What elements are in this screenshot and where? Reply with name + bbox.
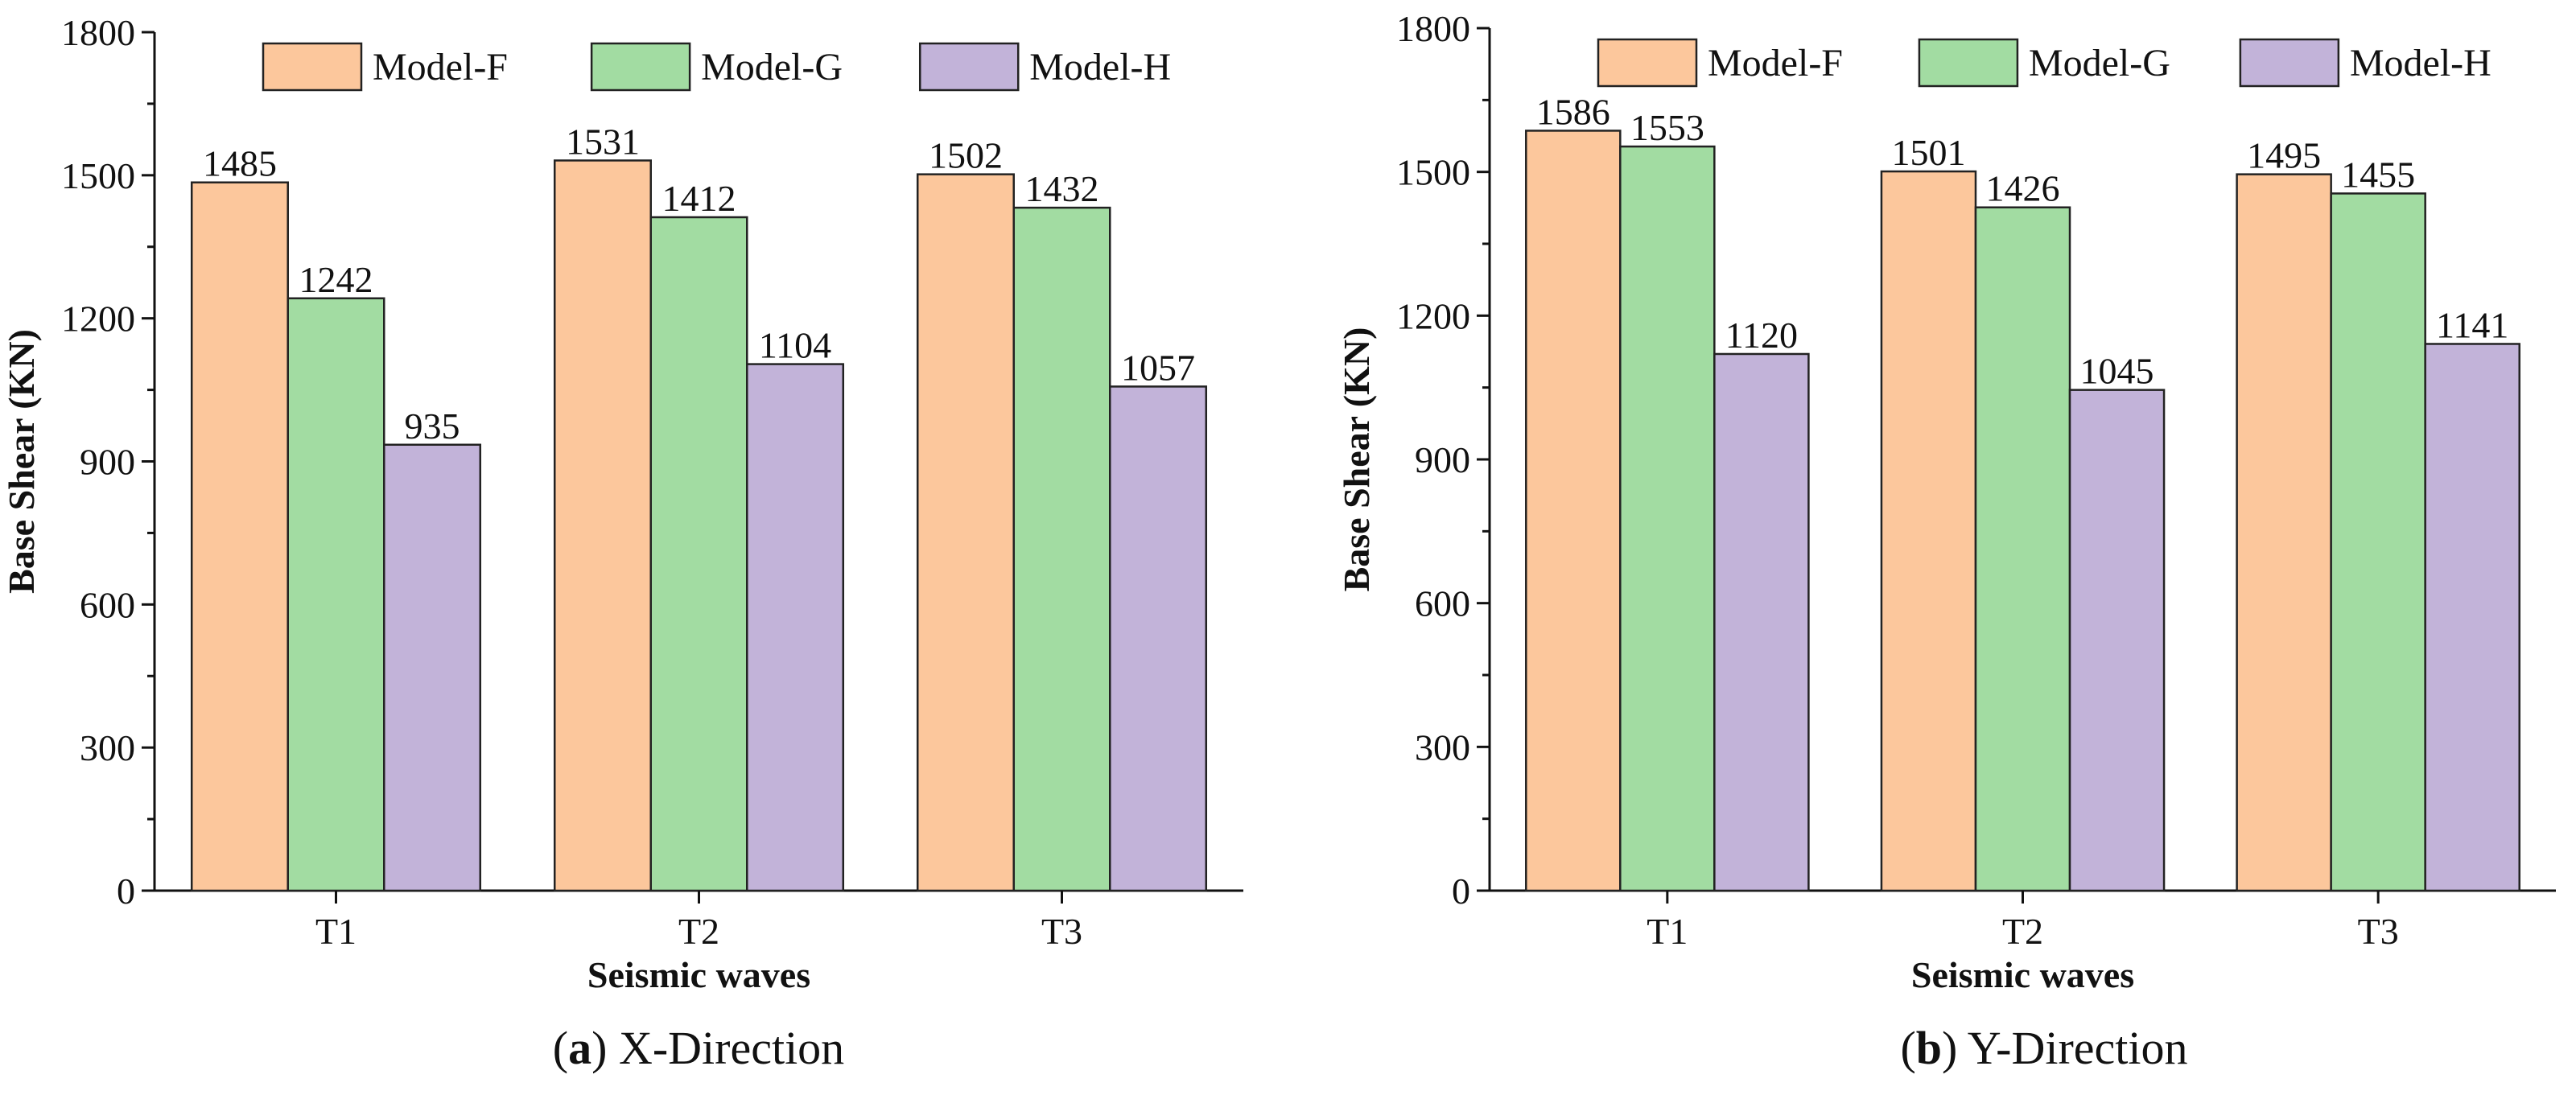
y-tick-label: 1200 xyxy=(1396,295,1470,336)
y-axis-title: Base Shear (KN) xyxy=(1336,327,1377,592)
data-label: 1412 xyxy=(662,178,736,219)
bar-model-h-t1 xyxy=(383,443,482,892)
data-label: 1485 xyxy=(203,143,277,184)
bar-model-f-t1 xyxy=(190,181,289,892)
y-tick-label: 0 xyxy=(1452,871,1470,912)
y-tick-label: 1800 xyxy=(61,12,135,53)
legend-swatch-model-g xyxy=(1918,38,2019,88)
legend-label: Model-G xyxy=(2029,42,2170,84)
caption-tag: a xyxy=(568,1022,591,1074)
caption-close-paren: ) xyxy=(591,1022,619,1074)
data-label: 1141 xyxy=(2436,304,2508,345)
bar-model-f-t2 xyxy=(553,159,652,892)
data-label: 1553 xyxy=(1630,107,1704,148)
caption-text: Y-Direction xyxy=(1968,1022,2188,1074)
caption-tag: b xyxy=(1916,1022,1942,1074)
bar-model-g-t1 xyxy=(1619,145,1716,892)
y-tick-label: 600 xyxy=(1415,583,1470,624)
legend-label: Model-F xyxy=(1708,42,1843,84)
bar-model-h-t3 xyxy=(2424,343,2520,892)
y-tick-label: 1800 xyxy=(1396,8,1470,49)
bar-model-f-t3 xyxy=(2236,173,2332,892)
data-label: 1104 xyxy=(759,325,831,366)
data-label: 1045 xyxy=(2080,351,2154,392)
bar-model-f-t3 xyxy=(916,173,1015,892)
bar-model-g-t3 xyxy=(1012,206,1111,892)
data-label: 1426 xyxy=(1986,168,2060,209)
x-axis-title: Seismic waves xyxy=(587,954,810,995)
panel-caption: (b) Y-Direction xyxy=(1900,1022,2187,1074)
legend-label: Model-H xyxy=(1029,46,1171,89)
data-label: 1502 xyxy=(929,135,1003,176)
data-label: 1120 xyxy=(1725,315,1798,356)
legend-label: Model-H xyxy=(2350,42,2492,84)
data-label: 1432 xyxy=(1025,168,1099,209)
data-label: 1586 xyxy=(1536,91,1610,132)
data-label: 1242 xyxy=(299,259,373,300)
data-label: 935 xyxy=(405,405,460,447)
x-tick-label: T2 xyxy=(2002,911,2043,952)
data-label: 1455 xyxy=(2341,154,2415,195)
data-label: 1531 xyxy=(566,121,640,162)
y-tick-label: 0 xyxy=(117,871,135,912)
bar-model-g-t1 xyxy=(286,297,385,892)
y-tick-label: 1500 xyxy=(1396,152,1470,193)
bar-model-h-t2 xyxy=(746,363,845,892)
panel-caption: (a) X-Direction xyxy=(553,1022,844,1074)
y-tick-label: 1500 xyxy=(61,155,135,196)
data-label: 1495 xyxy=(2247,135,2321,176)
y-tick-label: 600 xyxy=(80,584,135,625)
x-tick-label: T3 xyxy=(1041,911,1082,952)
caption-close-paren: ) xyxy=(1942,1022,1968,1074)
legend-swatch-model-f xyxy=(262,42,363,92)
bar-model-h-t1 xyxy=(1713,352,1810,892)
y-axis-title: Base Shear (KN) xyxy=(1,329,42,594)
legend-label: Model-F xyxy=(373,46,508,89)
chart-panel-b: 0 300 600 900 1200 1500 1800 1586 1553 1120 T1 1501… xyxy=(1336,8,2556,1074)
y-tick-label: 1200 xyxy=(61,298,135,340)
data-label: 1057 xyxy=(1121,347,1195,388)
bar-model-f-t2 xyxy=(1880,170,1977,892)
x-axis-title: Seismic waves xyxy=(1911,954,2134,995)
y-tick-label: 300 xyxy=(1415,727,1470,768)
legend-label: Model-G xyxy=(701,46,843,89)
y-tick-label: 900 xyxy=(80,442,135,483)
y-tick-label: 300 xyxy=(80,727,135,768)
bar-model-h-t2 xyxy=(2068,389,2166,892)
bar-model-g-t2 xyxy=(649,216,748,892)
caption-text: X-Direction xyxy=(619,1022,844,1074)
chart-panel-a: 0 300 600 900 1200 1500 1800 1485 1242 935 T1 1531 1… xyxy=(1,12,1243,1074)
data-label: 1501 xyxy=(1891,132,1965,173)
bar-model-g-t2 xyxy=(1974,206,2071,892)
x-tick-label: T3 xyxy=(2358,911,2399,952)
legend-swatch-model-h xyxy=(918,42,1020,92)
bar-model-h-t3 xyxy=(1109,385,1208,892)
bar-model-g-t3 xyxy=(2330,192,2426,892)
y-tick-label: 900 xyxy=(1415,439,1470,480)
x-tick-label: T1 xyxy=(1647,911,1688,952)
legend-swatch-model-h xyxy=(2239,38,2340,88)
legend-swatch-model-g xyxy=(590,42,691,92)
caption-open-paren: ( xyxy=(553,1022,568,1074)
caption-open-paren: ( xyxy=(1900,1022,1915,1074)
legend-swatch-model-f xyxy=(1597,38,1698,88)
x-tick-label: T2 xyxy=(678,911,719,952)
x-tick-label: T1 xyxy=(315,911,357,952)
bar-model-f-t1 xyxy=(1525,130,1622,892)
